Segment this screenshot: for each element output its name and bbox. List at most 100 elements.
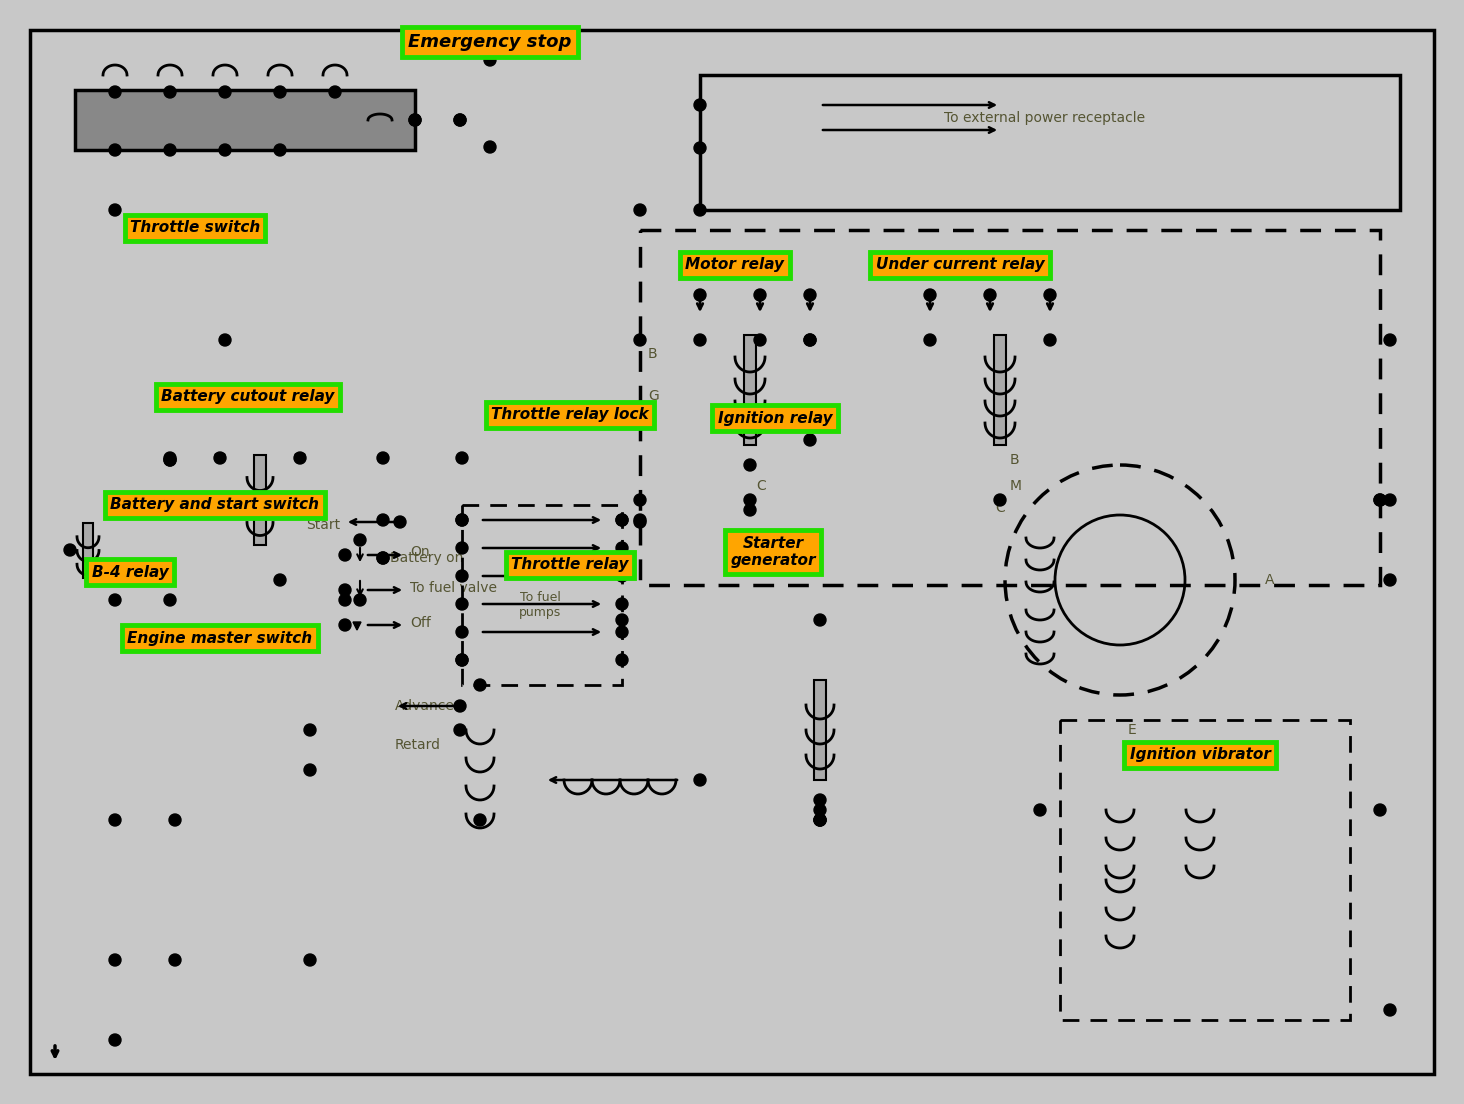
- Circle shape: [754, 335, 766, 346]
- Circle shape: [744, 505, 755, 516]
- Text: Off: Off: [410, 616, 430, 630]
- Circle shape: [164, 144, 176, 156]
- Circle shape: [1383, 1004, 1397, 1016]
- Bar: [700, 75, 1400, 210]
- Circle shape: [108, 86, 122, 98]
- Text: Under current relay: Under current relay: [875, 257, 1044, 273]
- Polygon shape: [353, 622, 362, 630]
- Circle shape: [274, 144, 285, 156]
- Circle shape: [694, 204, 706, 216]
- Circle shape: [474, 679, 486, 691]
- Text: Advance: Advance: [395, 699, 455, 713]
- Circle shape: [220, 144, 231, 156]
- Bar: [463, 505, 622, 684]
- Polygon shape: [296, 454, 305, 461]
- Circle shape: [305, 954, 316, 966]
- Circle shape: [1383, 335, 1397, 346]
- Text: C: C: [996, 501, 1004, 514]
- Circle shape: [454, 114, 466, 126]
- Circle shape: [804, 335, 815, 346]
- Circle shape: [694, 335, 706, 346]
- Circle shape: [455, 452, 468, 464]
- Text: On: On: [410, 545, 429, 559]
- Text: Emergency stop: Emergency stop: [408, 33, 571, 51]
- Circle shape: [378, 452, 389, 464]
- Text: Starter
generator: Starter generator: [731, 535, 815, 569]
- Circle shape: [616, 542, 628, 554]
- Circle shape: [634, 514, 646, 526]
- Circle shape: [984, 289, 996, 301]
- Bar: [814, 680, 826, 781]
- Circle shape: [814, 614, 826, 626]
- Text: Motor relay: Motor relay: [685, 257, 785, 273]
- Circle shape: [694, 142, 706, 153]
- Text: Ignition vibrator: Ignition vibrator: [1130, 747, 1271, 763]
- Circle shape: [64, 544, 76, 556]
- Circle shape: [220, 86, 231, 98]
- Bar: [744, 335, 755, 445]
- Circle shape: [455, 570, 468, 582]
- Text: B: B: [649, 347, 657, 361]
- Text: Throttle relay lock: Throttle relay lock: [492, 407, 649, 423]
- Circle shape: [744, 459, 755, 471]
- Circle shape: [108, 814, 122, 826]
- Bar: [83, 523, 94, 578]
- Circle shape: [274, 574, 285, 586]
- Circle shape: [455, 514, 468, 526]
- Circle shape: [814, 794, 826, 806]
- Text: Ignition relay: Ignition relay: [717, 411, 833, 425]
- Circle shape: [744, 493, 755, 506]
- Circle shape: [274, 86, 285, 98]
- Circle shape: [616, 598, 628, 611]
- Circle shape: [1044, 335, 1056, 346]
- Circle shape: [305, 764, 316, 776]
- Circle shape: [1375, 493, 1386, 506]
- Circle shape: [455, 514, 468, 526]
- Circle shape: [814, 804, 826, 816]
- Circle shape: [616, 570, 628, 582]
- Circle shape: [814, 814, 826, 826]
- Circle shape: [340, 584, 351, 596]
- Circle shape: [394, 516, 406, 528]
- Circle shape: [164, 452, 176, 464]
- Circle shape: [329, 86, 341, 98]
- Circle shape: [108, 954, 122, 966]
- Text: Battery and start switch: Battery and start switch: [110, 498, 319, 512]
- Text: G: G: [649, 389, 659, 403]
- Text: A: A: [1265, 573, 1275, 587]
- Circle shape: [108, 1034, 122, 1045]
- Circle shape: [1034, 804, 1045, 816]
- Circle shape: [694, 774, 706, 786]
- Circle shape: [634, 516, 646, 528]
- Text: M: M: [1010, 479, 1022, 493]
- Circle shape: [108, 594, 122, 606]
- Circle shape: [455, 542, 468, 554]
- Text: Battery cutout relay: Battery cutout relay: [161, 390, 335, 404]
- Circle shape: [994, 493, 1006, 506]
- Circle shape: [164, 454, 176, 466]
- Circle shape: [616, 614, 628, 626]
- Circle shape: [214, 452, 225, 464]
- Circle shape: [454, 114, 466, 126]
- Circle shape: [694, 99, 706, 112]
- Circle shape: [164, 86, 176, 98]
- Circle shape: [305, 724, 316, 736]
- Circle shape: [378, 552, 389, 564]
- Circle shape: [455, 654, 468, 666]
- Circle shape: [455, 654, 468, 666]
- Circle shape: [340, 549, 351, 561]
- Circle shape: [455, 626, 468, 638]
- Circle shape: [1375, 804, 1386, 816]
- Text: C: C: [755, 479, 766, 493]
- Text: Retard: Retard: [395, 737, 441, 752]
- Circle shape: [814, 814, 826, 826]
- Circle shape: [485, 54, 496, 66]
- Bar: [75, 91, 414, 150]
- Circle shape: [340, 619, 351, 631]
- Circle shape: [804, 335, 815, 346]
- Text: B: B: [1010, 453, 1019, 467]
- Bar: [640, 230, 1381, 585]
- Text: To external power receptacle: To external power receptacle: [944, 112, 1145, 125]
- Text: Engine master switch: Engine master switch: [127, 630, 312, 646]
- Polygon shape: [215, 454, 225, 461]
